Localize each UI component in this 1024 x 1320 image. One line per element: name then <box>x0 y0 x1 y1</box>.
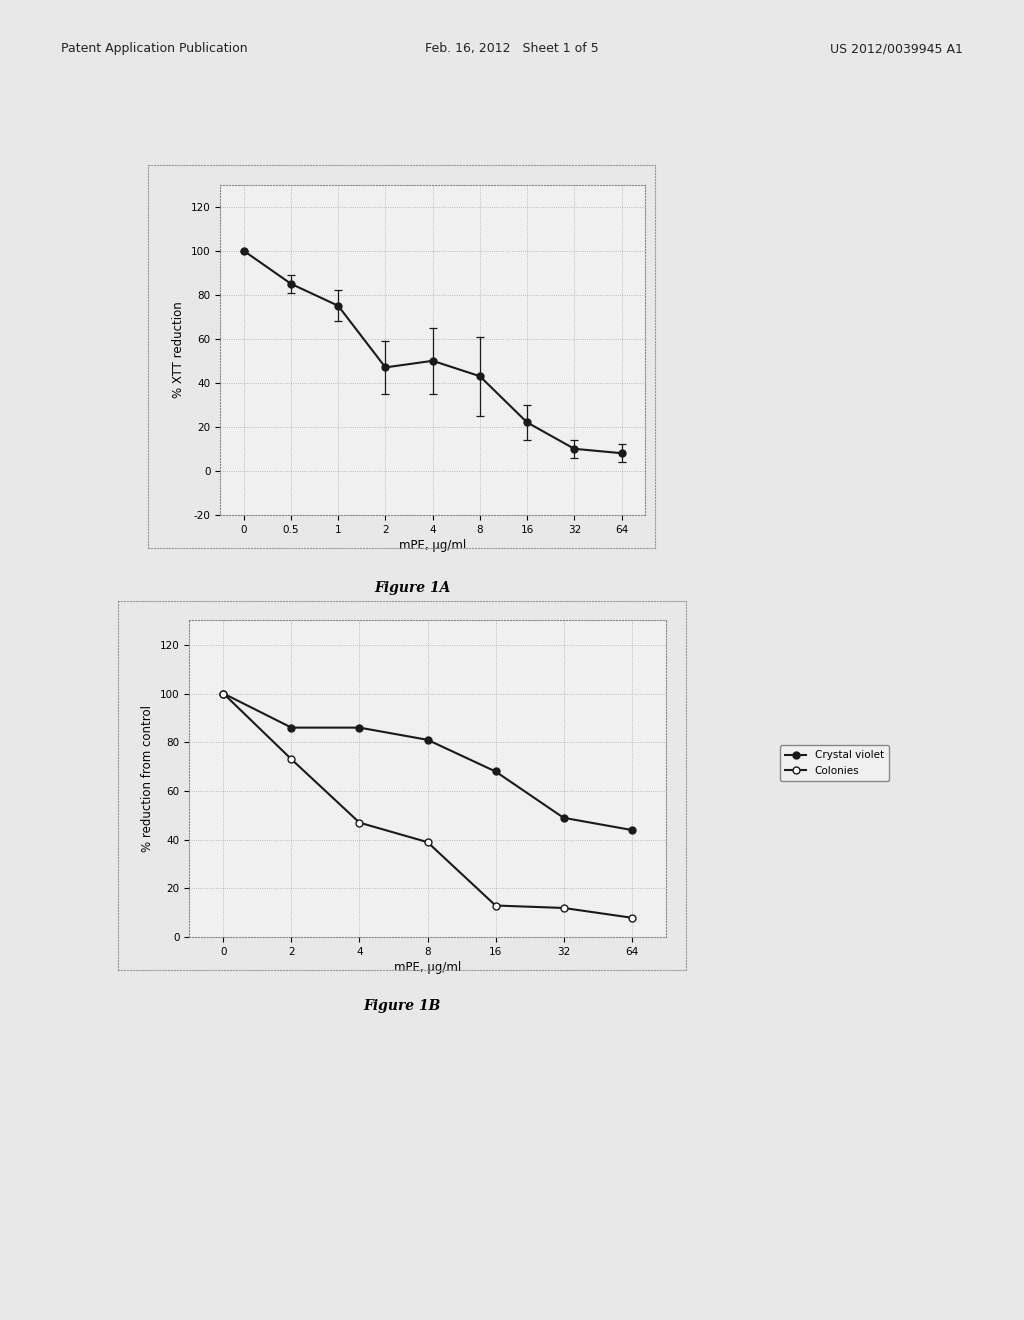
Y-axis label: % XTT reduction: % XTT reduction <box>172 301 185 399</box>
Text: Feb. 16, 2012   Sheet 1 of 5: Feb. 16, 2012 Sheet 1 of 5 <box>425 42 599 55</box>
Crystal violet <box>422 731 434 747</box>
Colonies <box>626 909 638 925</box>
Crystal violet <box>217 685 229 701</box>
Colonies <box>286 751 298 767</box>
Colonies <box>557 900 569 916</box>
Colonies <box>422 834 434 850</box>
Y-axis label: % reduction from control: % reduction from control <box>141 705 155 853</box>
Colonies <box>217 685 229 701</box>
Crystal violet <box>353 719 366 735</box>
X-axis label: mPE, μg/ml: mPE, μg/ml <box>394 961 461 974</box>
Crystal violet <box>286 719 298 735</box>
X-axis label: mPE, μg/ml: mPE, μg/ml <box>399 539 466 552</box>
Text: Figure 1B: Figure 1B <box>364 999 440 1014</box>
Text: Patent Application Publication: Patent Application Publication <box>61 42 248 55</box>
Crystal violet <box>489 763 502 779</box>
Line: Crystal violet: Crystal violet <box>220 690 635 833</box>
Legend: Crystal violet, Colonies: Crystal violet, Colonies <box>780 746 889 780</box>
Text: Figure 1A: Figure 1A <box>374 581 451 595</box>
Colonies <box>489 898 502 913</box>
Colonies <box>353 814 366 830</box>
Line: Colonies: Colonies <box>220 690 635 921</box>
Crystal violet <box>557 810 569 826</box>
Text: US 2012/0039945 A1: US 2012/0039945 A1 <box>829 42 963 55</box>
Crystal violet <box>626 822 638 838</box>
